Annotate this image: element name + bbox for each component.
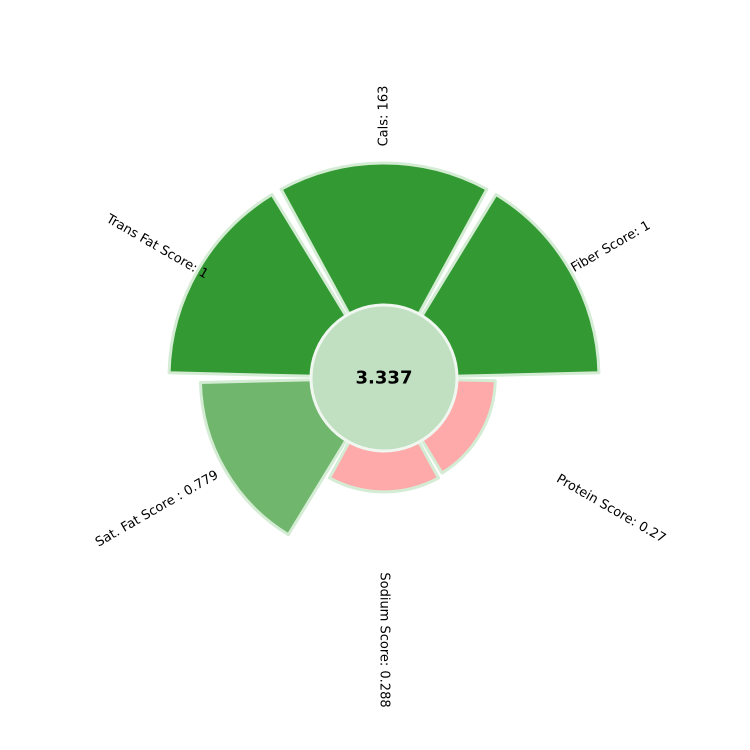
segment-label-2: Trans Fat Score: 1 — [103, 211, 211, 282]
segment-label-3: Sat. Fat Score : 0.779 — [93, 468, 221, 551]
score-wedges — [167, 161, 601, 537]
segment-label-5: Protein Score: 0.27 — [554, 472, 669, 547]
total-score: 3.337 — [356, 368, 413, 389]
segment-label-4: Sodium Score: 0.288 — [377, 572, 392, 707]
center-circle — [309, 303, 459, 453]
segment-label-0: Fiber Score: 1 — [569, 218, 654, 276]
segment-label-1: Cals: 163 — [377, 86, 392, 147]
